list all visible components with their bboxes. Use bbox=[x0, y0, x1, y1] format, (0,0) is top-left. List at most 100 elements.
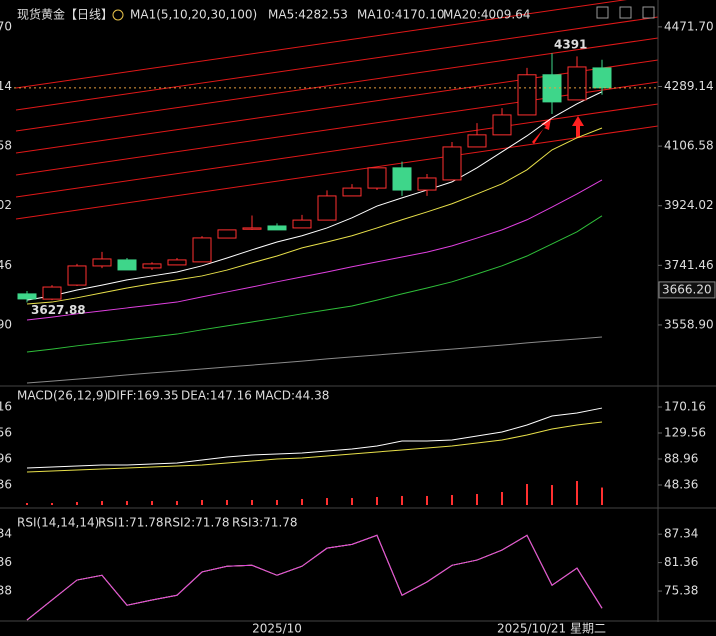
y-tick-label-left: 4106.58 bbox=[0, 139, 12, 153]
rsi-title: RSI(14,14,14) bbox=[17, 516, 99, 530]
legend-entry: RSI1:71.78 bbox=[98, 516, 164, 530]
y-tick-label-left: 4471.70 bbox=[0, 19, 12, 33]
y-tick-label-left: 4289.14 bbox=[0, 79, 12, 93]
legend-entry: DEA:147.16 bbox=[181, 389, 252, 403]
y-tick-label: 3924.02 bbox=[664, 198, 714, 212]
y-tick-label-left: 75.38 bbox=[0, 584, 12, 598]
macd-line bbox=[26, 407, 603, 469]
macd-bar bbox=[401, 495, 403, 505]
candle-body bbox=[17, 293, 37, 300]
chart-title: 现货黄金【日线】 bbox=[17, 7, 113, 22]
candle-body bbox=[492, 114, 512, 136]
y-tick-label: 75.38 bbox=[664, 584, 698, 598]
signal-arrows bbox=[532, 116, 584, 144]
rsi-line bbox=[26, 534, 603, 621]
y-tick-label-left: 3741.46 bbox=[0, 258, 12, 272]
candle-body bbox=[592, 67, 612, 89]
y-tick-label: 81.36 bbox=[664, 555, 698, 569]
panel-frame bbox=[0, 0, 716, 622]
macd-bar bbox=[26, 503, 28, 505]
candle-body bbox=[192, 237, 212, 263]
settings-icon[interactable] bbox=[112, 9, 124, 21]
macd-title: MACD(26,12,9) bbox=[17, 389, 108, 403]
legend-entry: MACD:44.38 bbox=[255, 389, 329, 403]
legend-entry: MA5:4282.53 bbox=[268, 8, 348, 22]
y-tick-label-left: 3924.02 bbox=[0, 198, 12, 212]
macd-bar bbox=[226, 500, 228, 505]
y-tick-label: 129.56 bbox=[664, 425, 706, 439]
macd-bar bbox=[476, 493, 478, 505]
legend-entry: MA10:4170.10 bbox=[357, 8, 445, 22]
trend-channel bbox=[15, 0, 659, 220]
candle-body bbox=[267, 225, 287, 231]
x-tick-label: 2025/10/21 星期二 bbox=[497, 622, 606, 636]
candle-body bbox=[517, 74, 537, 116]
candle-body bbox=[242, 227, 262, 230]
legend-entry: MA20:4009.64 bbox=[443, 8, 531, 22]
y-tick-label-left: 3558.90 bbox=[0, 317, 12, 331]
macd-bar bbox=[451, 495, 453, 505]
y-tick-label: 48.36 bbox=[664, 477, 698, 491]
candle-body bbox=[42, 286, 62, 300]
y-tick-label: 4289.14 bbox=[664, 79, 714, 93]
y-tick-label: 4106.58 bbox=[664, 139, 714, 153]
legend-entry: DIFF:169.35 bbox=[107, 389, 179, 403]
rsi-line bbox=[26, 534, 603, 621]
macd-bar bbox=[426, 495, 428, 505]
macd-bar bbox=[276, 500, 278, 505]
macd-bar bbox=[151, 501, 153, 505]
macd-bar bbox=[176, 501, 178, 505]
rsi-line bbox=[26, 534, 603, 621]
candle-body bbox=[167, 259, 187, 266]
y-tick-label: 3741.46 bbox=[664, 258, 714, 272]
y-tick-label: 88.96 bbox=[664, 451, 698, 465]
y-tick-label-left: 48.36 bbox=[0, 477, 12, 491]
macd-bar bbox=[501, 492, 503, 505]
y-tick-label-left: 88.96 bbox=[0, 451, 12, 465]
x-tick-label: 2025/10 bbox=[252, 622, 302, 636]
high-annotation: 4391 bbox=[554, 38, 587, 52]
macd-bar bbox=[126, 501, 128, 505]
macd-line bbox=[26, 421, 603, 473]
candle-body bbox=[117, 259, 137, 271]
macd-bar bbox=[251, 500, 253, 505]
y-tick-label: 4471.70 bbox=[664, 19, 714, 33]
candle-body bbox=[442, 146, 462, 181]
macd-bar bbox=[326, 498, 328, 505]
low-annotation: 3627.88 bbox=[31, 303, 86, 317]
macd-bar bbox=[51, 503, 53, 505]
ma-line bbox=[26, 336, 603, 384]
y-tick-label-left: 87.34 bbox=[0, 527, 12, 541]
candle-body bbox=[217, 229, 237, 239]
indicator-label: MA1(5,10,20,30,100) bbox=[130, 8, 257, 22]
macd-bar bbox=[351, 498, 353, 505]
ma-line bbox=[26, 179, 603, 321]
y-tick-label: 170.16 bbox=[664, 400, 706, 414]
ma-line bbox=[26, 127, 603, 305]
price-marker-label: 3666.20 bbox=[662, 282, 712, 296]
ma-line bbox=[26, 215, 603, 353]
macd-bar bbox=[101, 501, 103, 505]
candle-body bbox=[292, 219, 312, 229]
candle-body bbox=[392, 167, 412, 191]
price-marker-box bbox=[658, 281, 716, 299]
legend-entry: RSI3:71.78 bbox=[232, 516, 298, 530]
macd-bar bbox=[576, 480, 578, 505]
macd-bar bbox=[601, 487, 603, 505]
macd-bar bbox=[526, 483, 528, 505]
macd-bar bbox=[376, 496, 378, 505]
y-tick-label-left: 81.36 bbox=[0, 555, 12, 569]
y-tick-label-left: 170.16 bbox=[0, 400, 12, 414]
ma-line bbox=[26, 91, 603, 301]
y-tick-label: 87.34 bbox=[664, 527, 698, 541]
y-tick-label: 3558.90 bbox=[664, 317, 714, 331]
candle-body bbox=[317, 195, 337, 221]
candle-body bbox=[367, 167, 387, 189]
candle-body bbox=[342, 187, 362, 197]
candle-body bbox=[567, 66, 587, 101]
legend-entry: RSI2:71.78 bbox=[164, 516, 230, 530]
macd-bar bbox=[551, 485, 553, 505]
window-icons[interactable] bbox=[596, 6, 655, 19]
macd-bar bbox=[301, 498, 303, 505]
